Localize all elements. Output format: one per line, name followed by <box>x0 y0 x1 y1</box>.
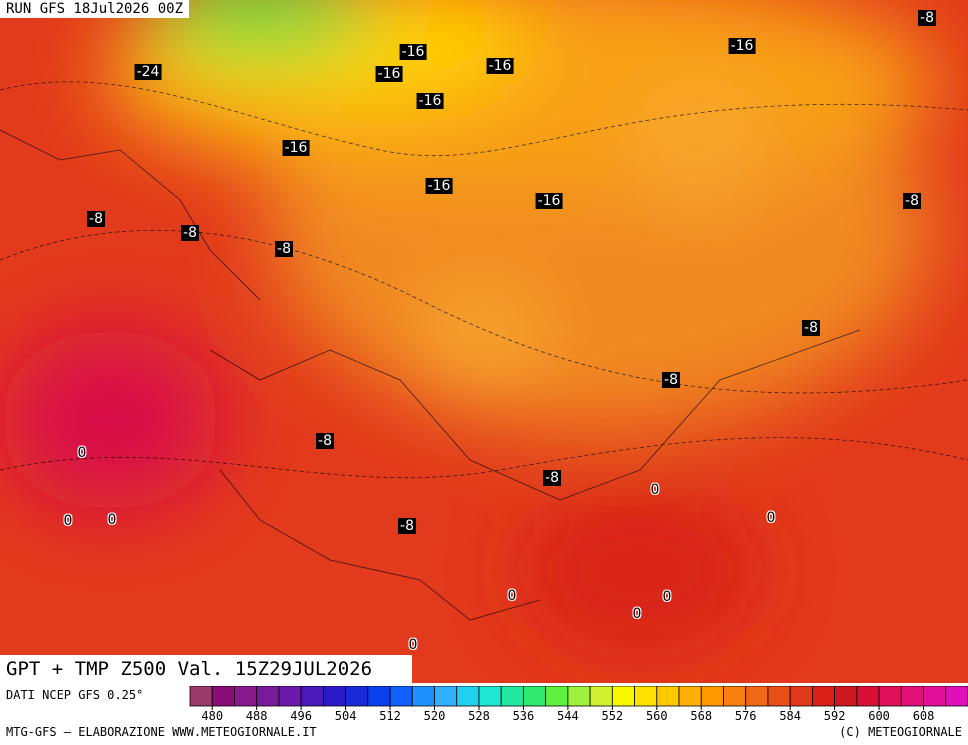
colorbar-cell <box>812 686 836 707</box>
value-label: -8 <box>662 372 680 388</box>
colorbar-cell <box>700 686 724 707</box>
colorbar-cell <box>456 686 480 707</box>
colorbar-cell <box>545 686 569 707</box>
colorbar-cell <box>723 686 747 707</box>
tick-label: 536 <box>513 709 535 723</box>
value-label: -8 <box>316 433 334 449</box>
value-label: 0 <box>507 588 517 604</box>
colorbar-cell <box>567 686 591 707</box>
value-label: -16 <box>425 178 453 194</box>
value-label: 0 <box>632 606 642 622</box>
value-label: -8 <box>87 211 105 227</box>
tick-label: 608 <box>913 709 935 723</box>
colorbar-cell <box>189 686 213 707</box>
colorbar-cell <box>656 686 680 707</box>
colorbar-cell <box>945 686 968 707</box>
value-label: -16 <box>375 66 403 82</box>
colorbar-cell <box>878 686 902 707</box>
value-label: 0 <box>408 637 418 653</box>
value-label: -16 <box>535 193 563 209</box>
tick-label: 576 <box>735 709 757 723</box>
tick-label: 520 <box>424 709 446 723</box>
tick-label: 568 <box>690 709 712 723</box>
colorbar-cell <box>678 686 702 707</box>
colorbar-cell <box>478 686 502 707</box>
tick-label: 496 <box>290 709 312 723</box>
value-label: -8 <box>181 225 199 241</box>
value-label: -16 <box>399 44 427 60</box>
colorbar-cell <box>345 686 369 707</box>
tick-label: 544 <box>557 709 579 723</box>
colorbar-cell <box>634 686 658 707</box>
tick-label: 528 <box>468 709 490 723</box>
tick-label: 504 <box>335 709 357 723</box>
colorbar-cell <box>434 686 458 707</box>
source: DATI NCEP GFS 0.25° <box>6 688 144 702</box>
run-label: RUN GFS 18Jul2026 00Z <box>0 0 190 18</box>
value-label: 0 <box>662 589 672 605</box>
value-label: -8 <box>398 518 416 534</box>
colorbar-cell <box>789 686 813 707</box>
colorbar-cell <box>322 686 347 707</box>
tick-label: 560 <box>646 709 668 723</box>
value-label: 0 <box>77 445 87 461</box>
tick-label: 552 <box>601 709 623 723</box>
colorbar-cell <box>923 686 947 707</box>
tick-label: 480 <box>201 709 223 723</box>
map-field <box>0 0 968 683</box>
map-title: GPT + TMP Z500 Val. 15Z29JUL2026 <box>0 655 412 683</box>
colorbar-cell <box>234 686 258 707</box>
value-label: -16 <box>416 93 444 109</box>
value-label: -16 <box>282 140 310 156</box>
value-label: -8 <box>802 320 820 336</box>
value-label: 0 <box>650 482 660 498</box>
colorbar-cell <box>256 686 280 707</box>
colorbar-cell <box>834 686 858 707</box>
colorbar-cell <box>278 686 302 707</box>
colorbar-cell <box>900 686 924 707</box>
value-label: -16 <box>486 58 514 74</box>
tick-label: 600 <box>868 709 890 723</box>
value-label: 0 <box>107 512 117 528</box>
colorbar-cell <box>523 686 547 707</box>
value-label: 0 <box>766 510 776 526</box>
tick-label: 584 <box>779 709 801 723</box>
colorbar-cell <box>367 686 391 707</box>
copyright: (C) METEOGIORNALE <box>839 725 962 739</box>
colorbar-cell <box>411 686 435 707</box>
tick-label: 592 <box>824 709 846 723</box>
colorbar-cell <box>300 686 324 707</box>
value-label: -8 <box>275 241 293 257</box>
value-label: -8 <box>918 10 936 26</box>
colorbar-cell <box>745 686 769 707</box>
colorbar-cell <box>589 686 613 707</box>
value-label: -8 <box>903 193 921 209</box>
tick-label: 512 <box>379 709 401 723</box>
colorbar-cell <box>500 686 524 707</box>
colorbar: 480 488 496 504 512 520 528 536 544 552 560 568 576 5… <box>189 686 968 723</box>
value-label: -16 <box>728 38 756 54</box>
colorbar-cell <box>211 686 235 707</box>
colorbar-cell <box>767 686 791 707</box>
colorbar-cell <box>856 686 880 707</box>
colorbar-cell <box>611 686 635 707</box>
tick-label: 488 <box>246 709 268 723</box>
value-label: 0 <box>63 513 73 529</box>
credit: MTG-GFS – ELABORAZIONE WWW.METEOGIORNALE… <box>6 725 317 739</box>
colorbar-cell <box>389 686 413 707</box>
value-label: -24 <box>134 64 162 80</box>
value-label: -8 <box>543 470 561 486</box>
